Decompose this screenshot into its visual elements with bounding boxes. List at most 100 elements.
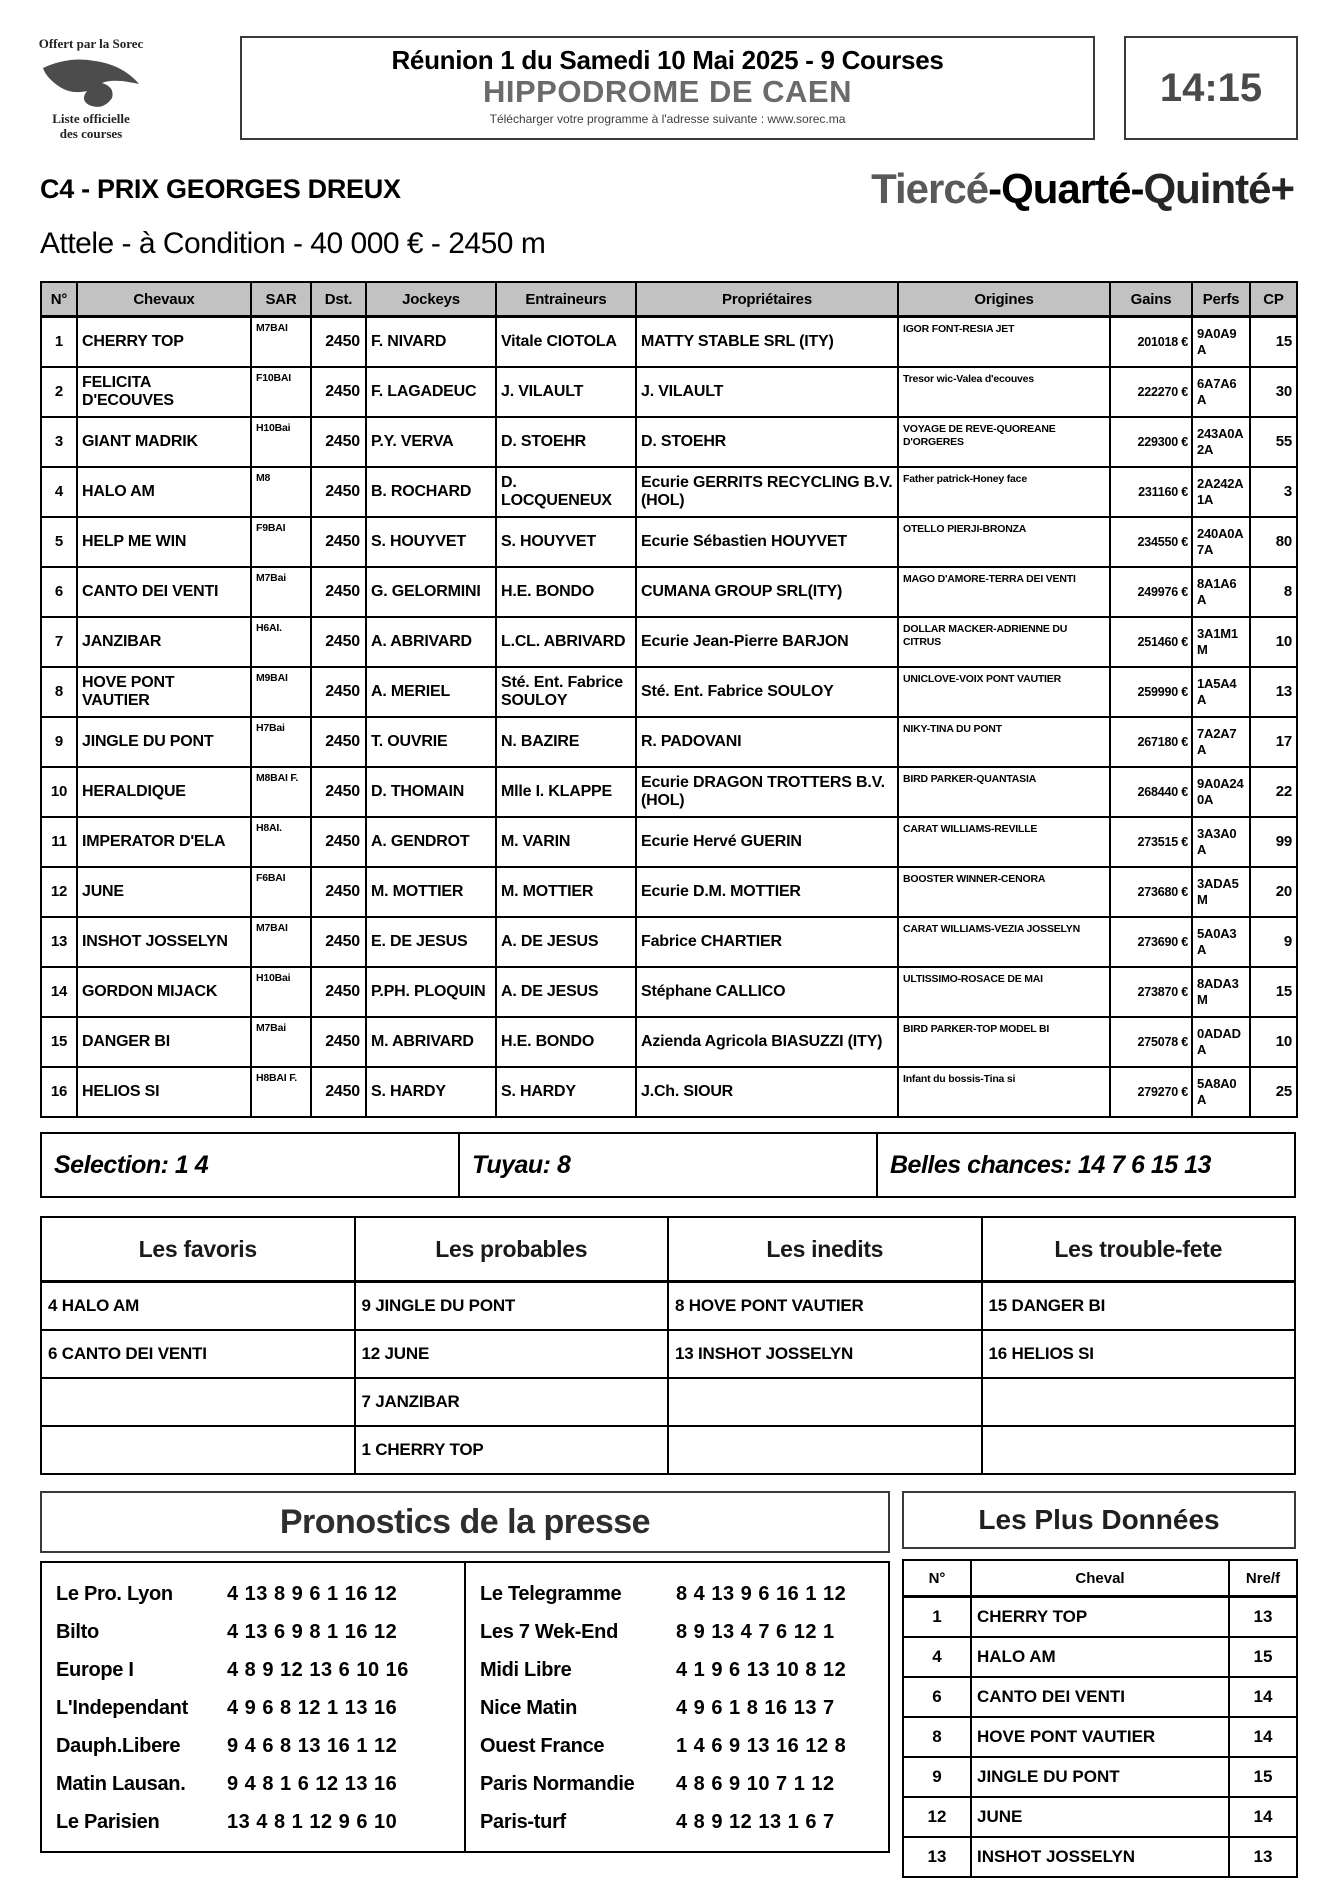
horse-owner: Ecurie Jean-Pierre BARJON bbox=[635, 616, 899, 668]
horse-origins: VOYAGE DE REVE-QUOREANE D'ORGERES bbox=[897, 416, 1111, 468]
horse-trainer: Sté. Ent. Fabrice SOULOY bbox=[495, 666, 637, 718]
horse-dst: 2450 bbox=[310, 516, 367, 568]
horse-origins: DOLLAR MACKER-ADRIENNE DU CITRUS bbox=[897, 616, 1111, 668]
horse-jockey: M. MOTTIER bbox=[365, 866, 497, 918]
press-picks-numbers: 4 8 9 12 13 1 6 7 bbox=[676, 1810, 835, 1833]
bottom-section: Pronostics de la presse Le Pro. Lyon 4 13… bbox=[40, 1491, 1330, 1878]
horse-row: 4 HALO AM M8 2450 B. ROCHARD D. LOCQUENEUX Ecu… bbox=[40, 466, 1298, 518]
horse-sar: H6AI. bbox=[250, 616, 312, 668]
horse-dst: 2450 bbox=[310, 1016, 367, 1068]
press-picks-numbers: 4 9 6 8 12 1 13 16 bbox=[227, 1696, 398, 1719]
horse-num: 12 bbox=[40, 866, 78, 918]
sorec-logo: Offert par la Sorec Liste officielle des… bbox=[34, 36, 148, 141]
press-row: Les 7 Wek-End 8 9 13 4 7 6 12 1 bbox=[466, 1613, 888, 1651]
most-given-num: 4 bbox=[902, 1636, 972, 1678]
horse-sar: M8 bbox=[250, 466, 312, 518]
horse-gains: 275078 € bbox=[1109, 1016, 1193, 1068]
horse-row: 1 CHERRY TOP M7BAI 2450 F. NIVARD Vitale CIOT… bbox=[40, 315, 1298, 368]
horse-owner: Ecurie DRAGON TROTTERS B.V. (HOL) bbox=[635, 766, 899, 818]
horse-origins: Infant du bossis-Tina si bbox=[897, 1066, 1111, 1118]
press-row: Europe I 4 8 9 12 13 6 10 16 bbox=[42, 1651, 464, 1689]
picks-table: Les favoris Les probables Les inedits Les t… bbox=[40, 1216, 1296, 1475]
horses-col-header-cp: CP bbox=[1249, 281, 1298, 318]
press-picks-numbers: 4 9 6 1 8 16 13 7 bbox=[676, 1696, 835, 1719]
horse-logo-icon bbox=[43, 59, 139, 107]
press-picks-numbers: 9 4 8 1 6 12 13 16 bbox=[227, 1772, 398, 1795]
most-given-num: 13 bbox=[902, 1836, 972, 1878]
most-given-horse: JUNE bbox=[970, 1796, 1230, 1838]
horse-sar: M7Bai bbox=[250, 566, 312, 618]
most-given-col-header: Cheval bbox=[970, 1559, 1230, 1598]
horse-name: HERALDIQUE bbox=[76, 766, 252, 818]
horse-sar: H8AI. bbox=[250, 816, 312, 868]
horse-origins: OTELLO PIERJI-BRONZA bbox=[897, 516, 1111, 568]
horse-sar: F9BAI bbox=[250, 516, 312, 568]
press-row: Paris Normandie 4 8 6 9 10 7 1 12 bbox=[466, 1765, 888, 1803]
press-picks-numbers: 8 4 13 9 6 16 1 12 bbox=[676, 1582, 847, 1605]
horse-gains: 259990 € bbox=[1109, 666, 1193, 718]
horse-num: 8 bbox=[40, 666, 78, 718]
race-time: 14:15 bbox=[1159, 65, 1263, 110]
horse-owner: MATTY STABLE SRL (ITY) bbox=[635, 315, 899, 368]
horse-perfs: 0ADADA bbox=[1191, 1016, 1251, 1068]
horse-cp: 99 bbox=[1249, 816, 1298, 868]
horse-cp: 15 bbox=[1249, 315, 1298, 368]
press-row: Bilto 4 13 6 9 8 1 16 12 bbox=[42, 1613, 464, 1651]
horse-num: 2 bbox=[40, 366, 78, 418]
horse-perfs: 2A242A1A bbox=[1191, 466, 1251, 518]
horse-origins: UNICLOVE-VOIX PONT VAUTIER bbox=[897, 666, 1111, 718]
horse-origins: NIKY-TINA DU PONT bbox=[897, 716, 1111, 768]
horse-name: HELP ME WIN bbox=[76, 516, 252, 568]
horse-perfs: 240A0A7A bbox=[1191, 516, 1251, 568]
horse-jockey: S. HOUYVET bbox=[365, 516, 497, 568]
horse-name: IMPERATOR D'ELA bbox=[76, 816, 252, 868]
horse-name: HOVE PONT VAUTIER bbox=[76, 666, 252, 718]
horse-num: 15 bbox=[40, 1016, 78, 1068]
press-row: Paris-turf 4 8 9 12 13 1 6 7 bbox=[466, 1803, 888, 1841]
horse-jockey: F. NIVARD bbox=[365, 315, 497, 368]
picks-row: 4 HALO AM 9 JINGLE DU PONT 8 HOVE PONT VAU… bbox=[40, 1280, 1296, 1331]
horse-gains: 273515 € bbox=[1109, 816, 1193, 868]
picks-cell bbox=[980, 1425, 1296, 1475]
press-source-name: Le Telegramme bbox=[480, 1582, 622, 1605]
most-given-count: 15 bbox=[1228, 1756, 1298, 1798]
horse-trainer: L.CL. ABRIVARD bbox=[495, 616, 637, 668]
horse-cp: 9 bbox=[1249, 916, 1298, 968]
horse-name: HALO AM bbox=[76, 466, 252, 518]
logo-caption-top: Offert par la Sorec bbox=[38, 36, 144, 51]
horse-name: INSHOT JOSSELYN bbox=[76, 916, 252, 968]
horse-name: HELIOS SI bbox=[76, 1066, 252, 1118]
horse-dst: 2450 bbox=[310, 866, 367, 918]
horse-gains: 279270 € bbox=[1109, 1066, 1193, 1118]
picks-col-header: Les trouble-fete bbox=[980, 1216, 1296, 1283]
horse-name: CHERRY TOP bbox=[76, 315, 252, 368]
horse-dst: 2450 bbox=[310, 716, 367, 768]
horse-jockey: D. THOMAIN bbox=[365, 766, 497, 818]
press-source-name: Paris Normandie bbox=[480, 1772, 635, 1795]
press-row: Le Parisien 13 4 8 1 12 9 6 10 bbox=[42, 1803, 464, 1841]
belles-chances-cell: Belles chances: 14 7 6 15 13 bbox=[890, 1150, 1211, 1179]
picks-cell: 6 CANTO DEI VENTI bbox=[40, 1329, 356, 1379]
horse-jockey: A. GENDROT bbox=[365, 816, 497, 868]
horse-row: 12 JUNE F6BAI 2450 M. MOTTIER M. MOTTIER Ecuri… bbox=[40, 866, 1298, 918]
horse-gains: 249976 € bbox=[1109, 566, 1193, 618]
horse-perfs: 8A1A6A bbox=[1191, 566, 1251, 618]
horse-owner: J. VILAULT bbox=[635, 366, 899, 418]
logo-caption-bottom: Liste officielle des courses bbox=[52, 111, 130, 141]
horse-perfs: 1A5A4A bbox=[1191, 666, 1251, 718]
picks-col-header: Les favoris bbox=[40, 1216, 356, 1283]
most-given-num: 12 bbox=[902, 1796, 972, 1838]
horse-owner: Azienda Agricola BIASUZZI (ITY) bbox=[635, 1016, 899, 1068]
most-given-horse: JINGLE DU PONT bbox=[970, 1756, 1230, 1798]
horse-dst: 2450 bbox=[310, 966, 367, 1018]
horses-col-header-sar: SAR bbox=[250, 281, 312, 318]
horse-sar: H7Bai bbox=[250, 716, 312, 768]
horse-origins: CARAT WILLIAMS-REVILLE bbox=[897, 816, 1111, 868]
horse-sar: M7BAI bbox=[250, 916, 312, 968]
horse-gains: 251460 € bbox=[1109, 616, 1193, 668]
most-given-row: 8 HOVE PONT VAUTIER 14 bbox=[902, 1716, 1298, 1758]
horse-origins: BOOSTER WINNER-CENORA bbox=[897, 866, 1111, 918]
horse-jockey: E. DE JESUS bbox=[365, 916, 497, 968]
press-picks-numbers: 4 8 6 9 10 7 1 12 bbox=[676, 1772, 835, 1795]
press-column-left: Le Pro. Lyon 4 13 8 9 6 1 16 12 Bilto 4 13 … bbox=[42, 1563, 466, 1851]
